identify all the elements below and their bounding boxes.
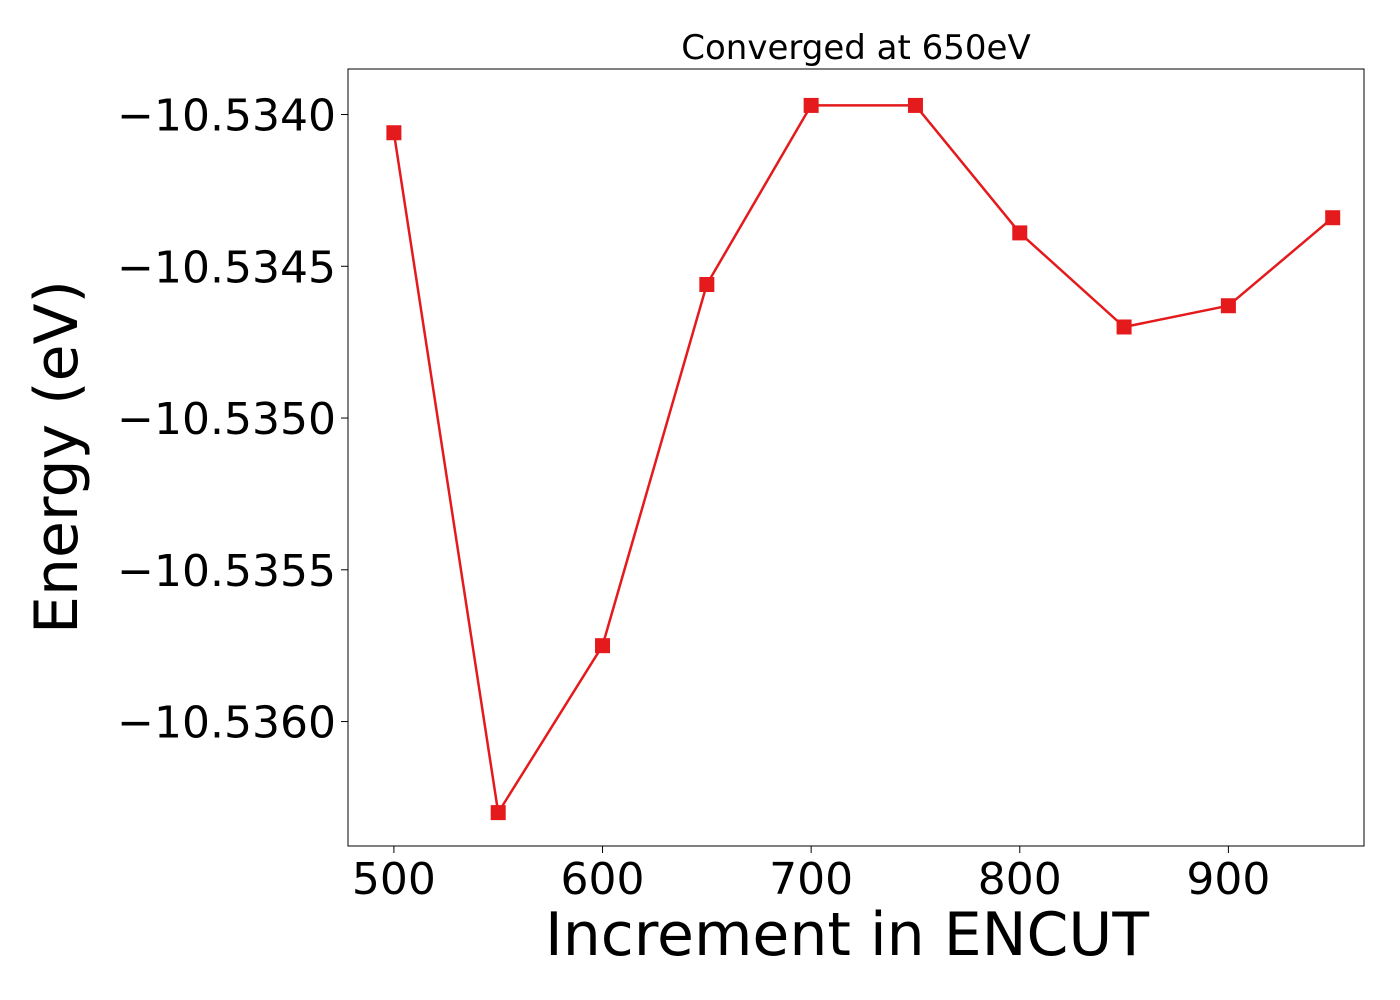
data-point-marker [386,125,402,141]
data-point-marker [1220,298,1236,314]
data-point-marker [1116,319,1132,335]
x-tick-label: 900 [1186,854,1270,905]
x-axis-label: Increment in ENCUT [545,900,1149,970]
x-axis-ticks: 500 600 700 800 900 [352,846,1270,905]
y-tick-label: −10.5345 [117,242,336,293]
data-point-marker [803,97,819,113]
x-tick-label: 800 [978,854,1062,905]
chart-title: Converged at 650eV [681,28,1030,68]
data-point-marker [595,638,611,654]
data-point-marker [699,276,715,292]
plot-area-frame [347,68,1365,847]
y-tick-label: −10.5355 [117,546,336,597]
x-tick-label: 600 [561,854,645,905]
y-tick-label: −10.5350 [117,394,336,445]
data-point-marker [1325,210,1341,226]
data-point-marker [490,805,506,821]
data-point-marker [907,97,923,113]
x-tick-label: 500 [352,854,436,905]
y-axis-label: Energy (eV) [22,280,92,634]
y-tick-label: −10.5340 [117,91,336,142]
data-point-marker [1012,225,1028,241]
y-axis-ticks: −10.5340 −10.5345 −10.5350 −10.5355 −10.5360 [117,91,348,749]
x-tick-label: 700 [769,854,853,905]
series-line [392,104,1334,814]
series-layer [386,97,1341,821]
y-tick-label: −10.5360 [117,698,336,749]
